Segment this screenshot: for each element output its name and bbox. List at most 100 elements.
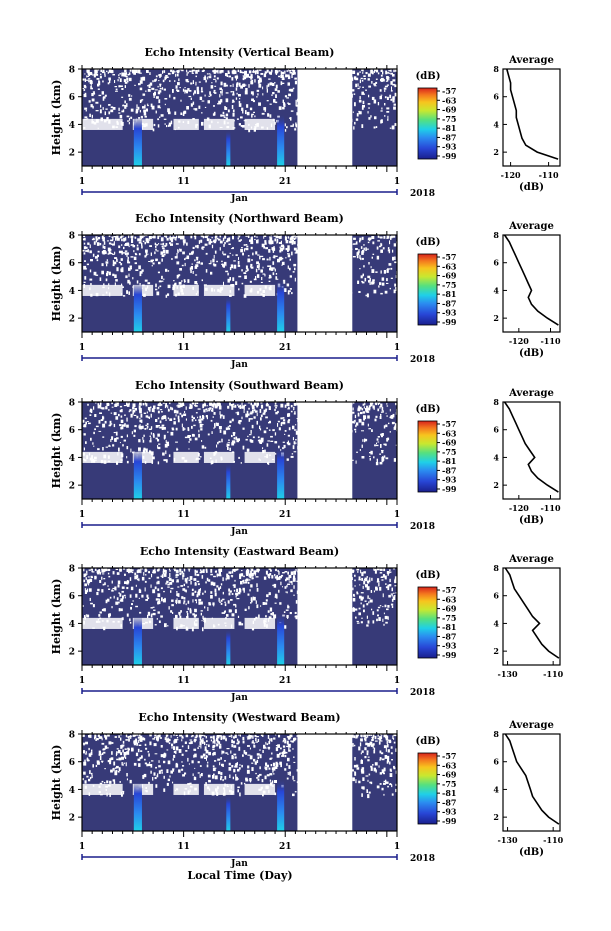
noise-cell — [296, 735, 298, 737]
noise-cell — [393, 734, 396, 736]
noise-cell — [376, 581, 380, 583]
noise-cell — [163, 788, 166, 792]
noise-cell — [160, 237, 164, 242]
noise-cell — [262, 93, 264, 96]
noise-cell — [210, 402, 212, 404]
noise-cell — [367, 238, 370, 241]
noise-cell — [157, 445, 159, 449]
noise-cell — [264, 449, 266, 453]
noise-cell — [237, 235, 241, 237]
noise-cell — [361, 79, 364, 82]
noise-cell — [248, 76, 251, 78]
noise-cell — [361, 444, 363, 448]
noise-cell — [378, 765, 380, 768]
noise-cell — [286, 615, 289, 618]
noise-cell — [175, 85, 178, 89]
noise-cell — [88, 588, 92, 592]
noise-cell — [353, 93, 356, 95]
noise-cell — [229, 267, 232, 271]
noise-cell — [174, 569, 177, 572]
noise-cell — [112, 768, 114, 770]
noise-cell — [158, 734, 161, 738]
noise-cell — [290, 571, 294, 575]
noise-cell — [166, 734, 169, 737]
noise-cell — [142, 737, 145, 741]
noise-cell — [184, 87, 186, 89]
noise-cell — [216, 422, 219, 427]
noise-cell — [124, 748, 127, 750]
noise-cell — [246, 104, 249, 108]
noise-cell — [206, 754, 208, 759]
noise-cell — [212, 258, 215, 263]
noise-cell — [361, 91, 364, 95]
noise-cell — [380, 249, 383, 253]
noise-cell — [152, 606, 155, 608]
noise-cell — [95, 274, 99, 276]
noise-cell — [237, 768, 240, 772]
noise-cell — [142, 403, 145, 406]
noise-cell — [191, 402, 195, 405]
noise-cell — [82, 419, 85, 423]
noise-cell — [155, 245, 157, 248]
noise-cell — [178, 281, 182, 285]
noise-cell — [293, 241, 296, 245]
noise-cell — [86, 775, 89, 778]
noise-cell — [132, 403, 136, 407]
y-tick-label: 2 — [69, 482, 75, 492]
noise-cell — [201, 112, 203, 114]
noise-cell — [211, 82, 213, 84]
noise-cell — [236, 762, 238, 764]
noise-cell — [125, 72, 128, 75]
noise-cell — [379, 736, 383, 740]
noise-cell — [391, 759, 393, 761]
noise-cell — [163, 590, 165, 593]
noise-cell — [394, 576, 397, 581]
noise-cell — [295, 237, 297, 240]
noise-cell — [179, 568, 182, 572]
colorbar-label: -93 — [442, 308, 457, 318]
noise-cell — [363, 78, 366, 80]
noise-cell — [375, 126, 378, 128]
noise-cell — [141, 576, 145, 581]
noise-cell — [263, 576, 267, 580]
noise-cell — [367, 743, 370, 747]
noise-cell — [212, 70, 215, 73]
noise-cell — [353, 593, 355, 597]
noise-cell — [387, 749, 390, 753]
noise-cell — [83, 425, 86, 427]
noise-cell — [388, 263, 392, 266]
noise-cell — [269, 114, 272, 118]
noise-cell — [157, 439, 160, 442]
noise-cell — [240, 116, 243, 119]
noise-cell — [126, 424, 129, 428]
noise-cell — [244, 751, 248, 755]
noise-cell — [127, 747, 130, 750]
noise-cell — [116, 237, 120, 241]
noise-cell — [158, 620, 161, 623]
noise-cell — [144, 762, 147, 765]
noise-cell — [391, 125, 395, 130]
noise-cell — [198, 240, 201, 244]
colorbar-label: -69 — [442, 105, 457, 115]
noise-cell — [369, 277, 371, 282]
noise-cell — [221, 92, 223, 96]
noise-cell — [259, 754, 262, 759]
noise-cell — [365, 736, 368, 739]
noise-cell — [135, 594, 138, 597]
noise-cell — [200, 610, 203, 612]
profile-y-tick-label: 8 — [493, 397, 499, 407]
noise-cell — [244, 275, 247, 279]
noise-cell — [254, 410, 258, 413]
noise-cell — [214, 405, 218, 409]
noise-cell — [266, 69, 269, 73]
noise-cell — [242, 252, 244, 256]
noise-cell — [220, 772, 223, 775]
noise-cell — [387, 587, 390, 591]
noise-cell — [188, 95, 192, 98]
noise-cell — [194, 265, 198, 269]
noise-cell — [251, 79, 254, 82]
noise-cell — [184, 772, 187, 775]
noise-cell — [84, 583, 87, 587]
noise-cell — [379, 236, 383, 239]
noise-cell — [245, 270, 248, 272]
